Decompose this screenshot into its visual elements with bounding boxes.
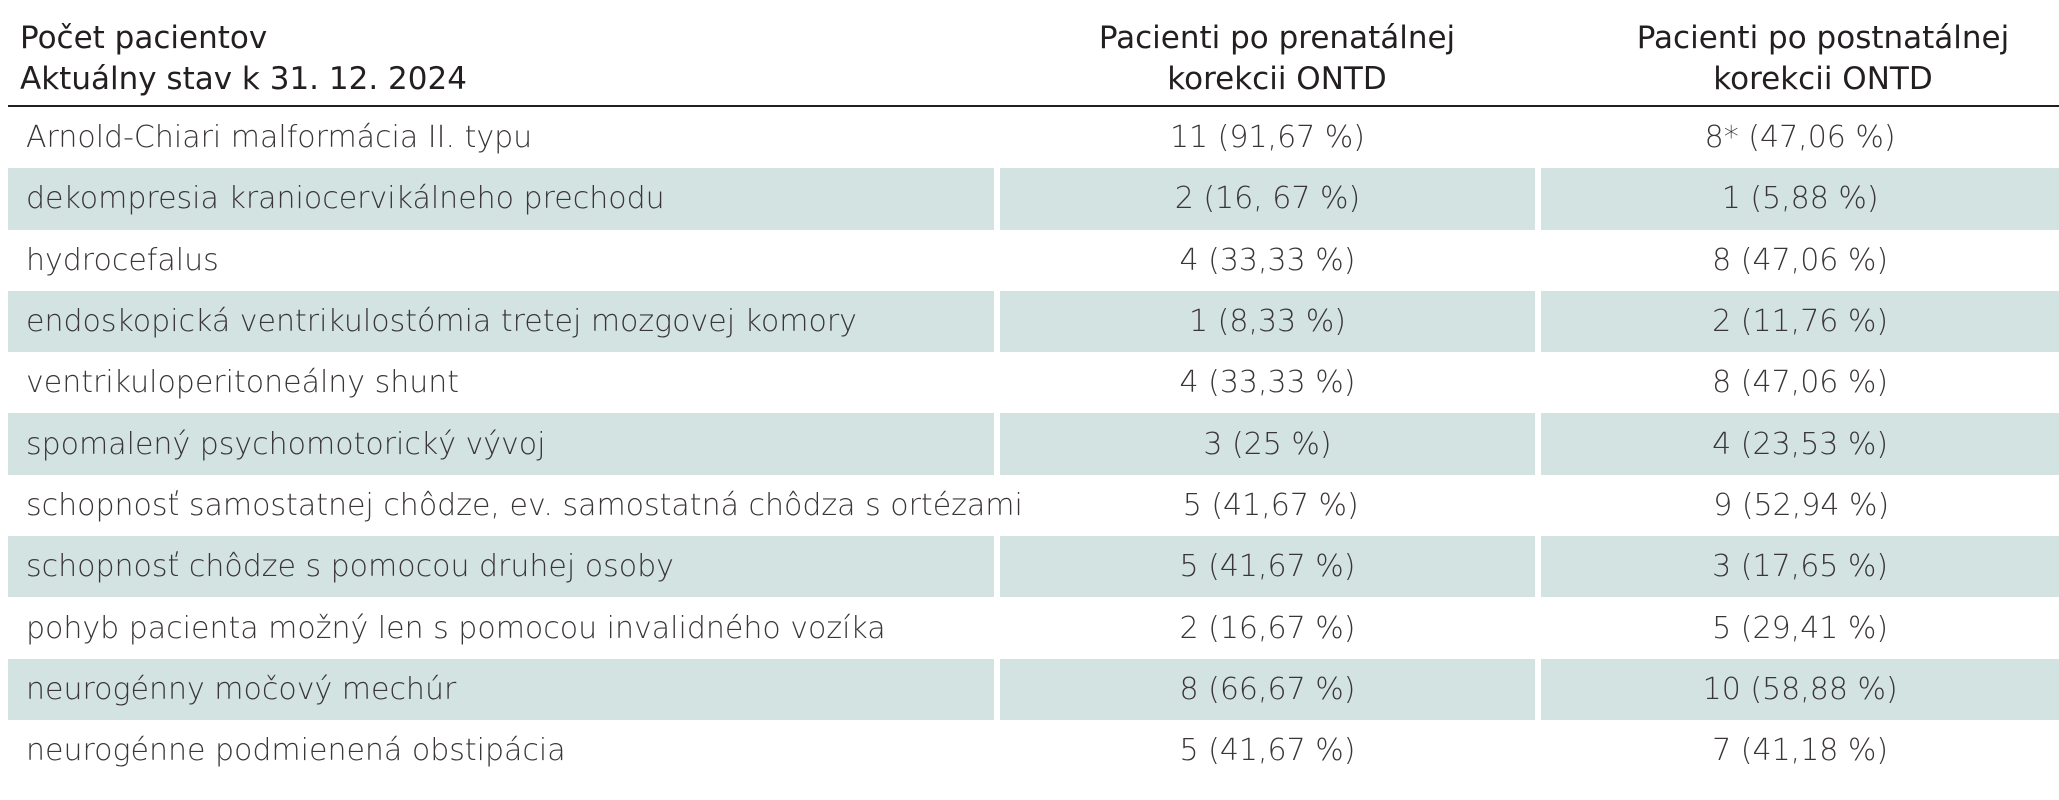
postnatal-value: 10 (58,88 %) (1541, 658, 2059, 720)
table-row: Arnold-Chiari malformácia II. typu 11 (9… (8, 107, 2059, 168)
table-row: schopnosť chôdze s pomocou druhej osoby … (8, 536, 2059, 598)
prenatal-value: 2 (16,67 %) (1179, 610, 1356, 646)
postnatal-value: 1 (5,88 %) (1541, 168, 2059, 230)
prenatal-value: 1 (8,33 %) (999, 290, 1536, 353)
postnatal-value: 8 (47,06 %) (1712, 242, 1889, 278)
prenatal-value: 11 (91,67 %) (1169, 120, 1366, 156)
postnatal-value: 3 (17,65 %) (1541, 536, 2059, 598)
postnatal-value: 2 (11,76 %) (1541, 290, 2059, 353)
row-label: spomalený psychomotorický vývoj (8, 413, 994, 475)
table-row: hydrocefalus 4 (33,33 %) 8 (47,06 %) (8, 230, 2059, 291)
header-title: Počet pacientov (20, 20, 268, 56)
prenatal-value: 4 (33,33 %) (1179, 242, 1356, 278)
table-row: dekompresia kraniocervikálneho prechodu … (8, 168, 2059, 230)
row-label: dekompresia kraniocervikálneho prechodu (8, 168, 994, 230)
row-label: neurogénne podmienená obstipácia (26, 733, 566, 769)
table-row: ventrikuloperitoneálny shunt 4 (33,33 %)… (8, 352, 2059, 413)
table-row: neurogénne podmienená obstipácia 5 (41,6… (8, 720, 2059, 781)
header-status-date: Aktuálny stav k 31. 12. 2024 (20, 61, 467, 97)
postnatal-value: 9 (52,94 %) (1713, 487, 1890, 523)
table-row: schopnosť samostatnej chôdze, ev. samost… (8, 475, 2059, 536)
postnatal-value: 8* (47,06 %) (1704, 120, 1896, 156)
row-label: pohyb pacienta možný len s pomocou inval… (26, 610, 886, 646)
row-label: hydrocefalus (26, 242, 219, 278)
row-label: ventrikuloperitoneálny shunt (26, 365, 460, 401)
header-postnatal-line2: korekcii ONTD (1713, 61, 1933, 97)
header-postnatal-line1: Pacienti po postnatálnej (1636, 20, 2010, 56)
row-label: Arnold-Chiari malformácia II. typu (26, 120, 533, 156)
postnatal-value: 8 (47,06 %) (1712, 365, 1889, 401)
prenatal-value: 2 (16, 67 %) (999, 168, 1536, 230)
header-prenatal-line1: Pacienti po prenatálnej (1098, 20, 1456, 56)
header-postnatal: Pacienti po postnatálnej korekcii ONTD (1554, 18, 2059, 100)
prenatal-value: 8 (66,67 %) (999, 658, 1536, 720)
postnatal-value: 5 (29,41 %) (1712, 610, 1889, 646)
table-header: Počet pacientov Aktuálny stav k 31. 12. … (8, 0, 2059, 107)
header-prenatal-line2: korekcii ONTD (1167, 61, 1387, 97)
postnatal-value: 4 (23,53 %) (1541, 413, 2059, 475)
table-body: Arnold-Chiari malformácia II. typu 11 (9… (8, 107, 2059, 781)
table-row: spomalený psychomotorický vývoj 3 (25 %)… (8, 413, 2059, 475)
patients-table: Počet pacientov Aktuálny stav k 31. 12. … (8, 0, 2059, 781)
prenatal-value: 5 (41,67 %) (999, 536, 1536, 598)
header-prenatal: Pacienti po prenatálnej korekcii ONTD (1008, 18, 1546, 100)
table-row: endoskopická ventrikulostómia tretej moz… (8, 290, 2059, 353)
row-label: schopnosť samostatnej chôdze, ev. samost… (26, 487, 1023, 523)
header-patient-count: Počet pacientov Aktuálny stav k 31. 12. … (20, 18, 467, 100)
prenatal-value: 3 (25 %) (999, 413, 1536, 475)
row-label: neurogénny močový mechúr (8, 658, 994, 720)
row-label: endoskopická ventrikulostómia tretej moz… (8, 290, 994, 353)
prenatal-value: 4 (33,33 %) (1179, 365, 1356, 401)
table-row: pohyb pacienta možný len s pomocou inval… (8, 597, 2059, 658)
prenatal-value: 5 (41,67 %) (1182, 487, 1359, 523)
postnatal-value: 7 (41,18 %) (1712, 733, 1889, 769)
row-label: schopnosť chôdze s pomocou druhej osoby (8, 536, 994, 598)
table-row: neurogénny močový mechúr 8 (66,67 %) 10 … (8, 658, 2059, 720)
prenatal-value: 5 (41,67 %) (1179, 733, 1356, 769)
